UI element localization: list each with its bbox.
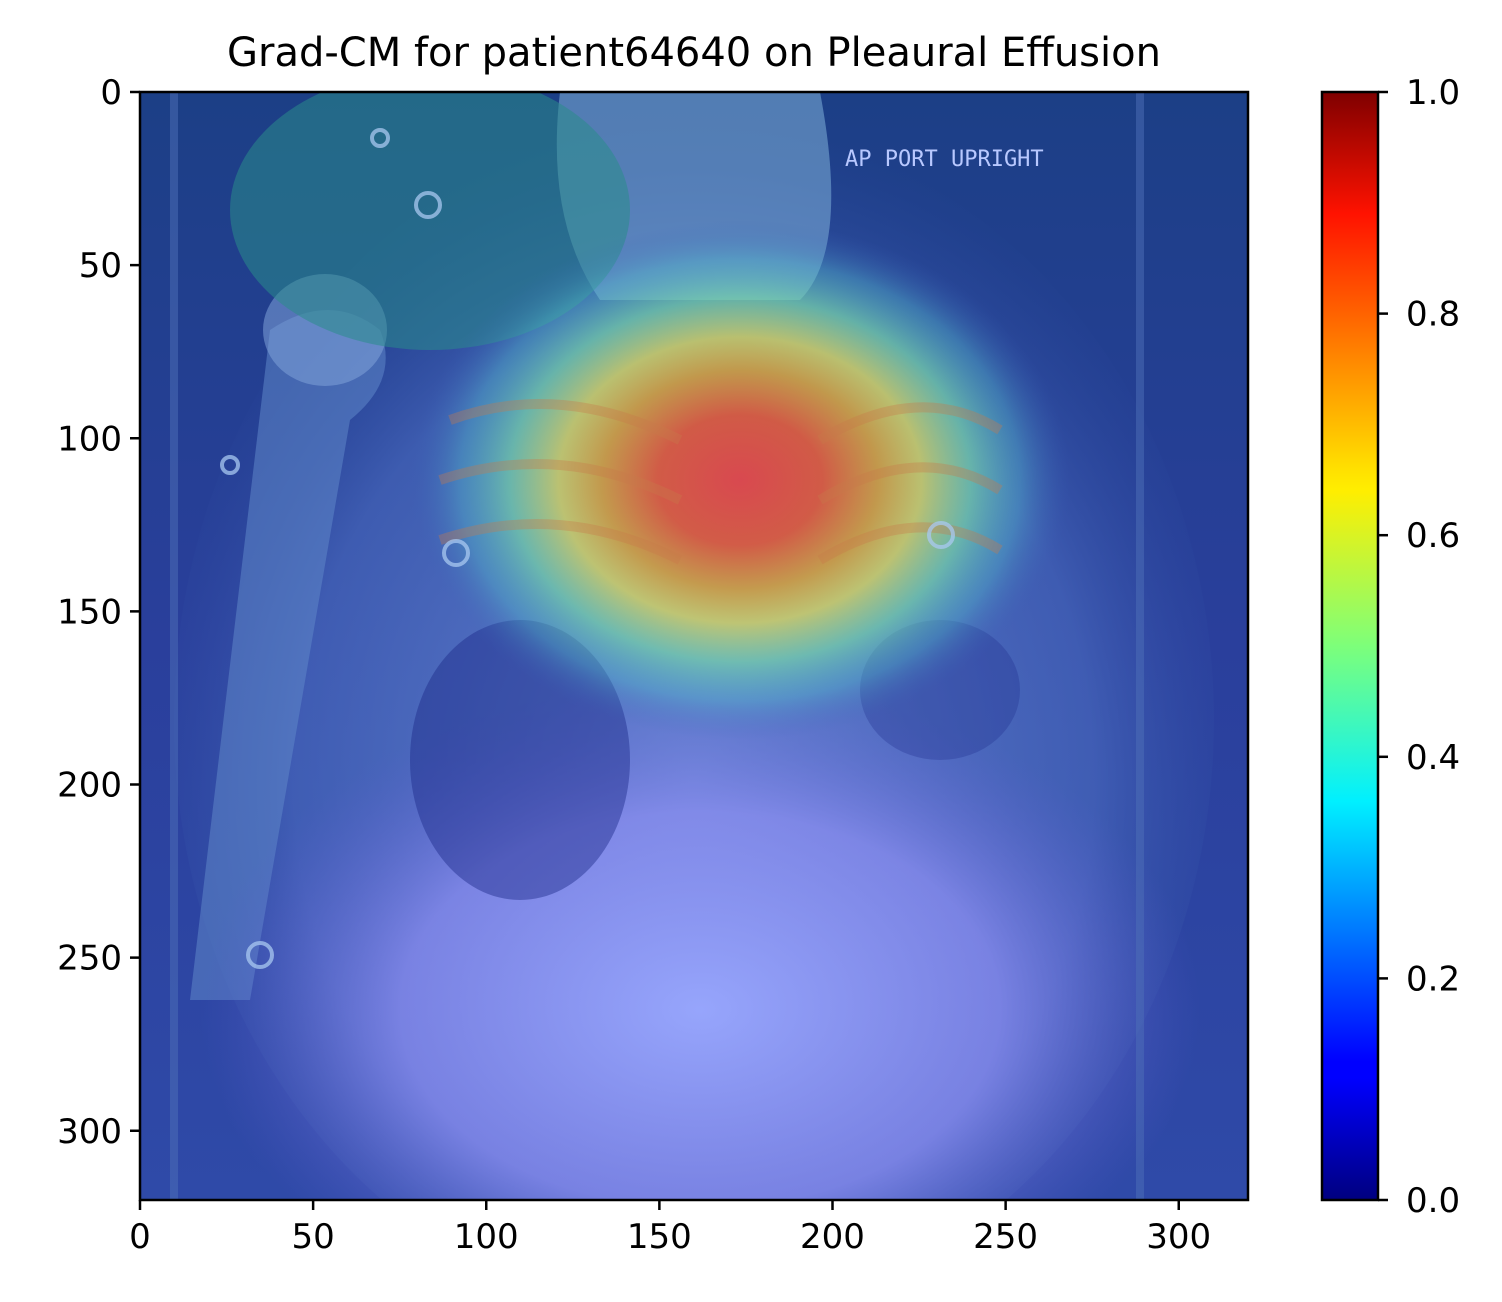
colorbar-tick-label: 0.4 (1406, 738, 1460, 778)
heatmap-image: AP PORT UPRIGHT (140, 92, 1248, 1200)
y-tick-label: 200 (57, 766, 122, 806)
chart-title: Grad-CM for patient64640 on Pleaural Eff… (227, 30, 1161, 76)
colorbar-axis: 0.0 0.2 0.4 0.6 0.8 1.0 (1378, 73, 1460, 1221)
y-tick-label: 0 (100, 73, 122, 113)
y-tick-label: 250 (57, 939, 122, 979)
y-axis: 0 50 100 150 200 250 300 (57, 73, 140, 1152)
colorbar-tick-label: 0.2 (1406, 959, 1460, 999)
x-tick-label: 50 (291, 1217, 334, 1257)
colorbar-tick-label: 0.6 (1406, 516, 1460, 556)
y-tick-label: 150 (57, 592, 122, 632)
y-tick-label: 50 (79, 246, 122, 286)
x-axis: 0 50 100 150 200 250 300 (129, 1200, 1211, 1257)
colorbar (1320, 90, 1380, 1202)
colorbar-tick-label: 0.8 (1406, 295, 1460, 335)
colorbar-tick-label: 0.0 (1406, 1181, 1460, 1221)
y-tick-label: 100 (57, 419, 122, 459)
image-overlay-text: AP PORT UPRIGHT (845, 147, 1044, 172)
colorbar-tick-label: 1.0 (1406, 73, 1460, 113)
x-tick-label: 0 (129, 1217, 151, 1257)
y-tick-label: 300 (57, 1112, 122, 1152)
x-tick-label: 300 (1146, 1217, 1211, 1257)
plot-frame (138, 90, 1250, 1202)
x-tick-label: 250 (973, 1217, 1038, 1257)
x-tick-label: 200 (800, 1217, 865, 1257)
x-tick-label: 100 (454, 1217, 519, 1257)
x-tick-label: 150 (627, 1217, 692, 1257)
